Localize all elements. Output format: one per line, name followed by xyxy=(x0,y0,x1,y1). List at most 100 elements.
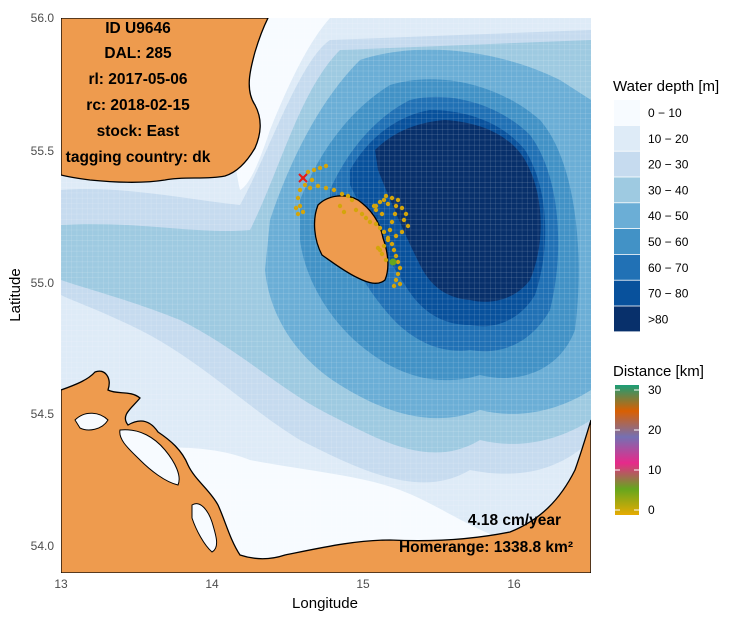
track-point xyxy=(293,205,299,211)
distance-colorbar-ticks xyxy=(615,389,639,511)
x-tick-14: 14 xyxy=(205,577,219,591)
track-point xyxy=(300,209,306,215)
release-marker-icon xyxy=(298,173,308,183)
depth-legend-key-1 xyxy=(614,125,640,151)
distance-tick-20: 20 xyxy=(648,423,662,437)
track-point xyxy=(307,185,313,191)
distance-tick-10: 10 xyxy=(648,463,662,477)
depth-legend: Water depth [m] 0 − 10 10 − 20 20 − 30 30 −… xyxy=(613,78,719,332)
distance-colorbar xyxy=(615,385,639,515)
y-tick-55: 55.0 xyxy=(31,276,55,290)
x-axis: 13 14 15 16 Longitude xyxy=(54,577,521,612)
fish-track xyxy=(293,163,411,289)
info-line-stock: stock: East xyxy=(97,123,180,140)
speed-text: 4.18 cm/year xyxy=(468,512,561,529)
y-axis: 56.0 55.5 55.0 54.5 54.0 Latitude xyxy=(7,11,54,553)
track-point xyxy=(395,197,401,203)
track-point xyxy=(305,169,311,175)
track-point xyxy=(391,247,397,253)
distance-tick-0: 0 xyxy=(648,503,655,517)
y-tick-54-5: 54.5 xyxy=(31,407,55,421)
x-tick-13: 13 xyxy=(54,577,68,591)
track-point xyxy=(373,207,379,213)
track-point xyxy=(311,167,317,173)
depth-legend-key-6 xyxy=(614,254,640,280)
track-point xyxy=(345,193,351,199)
track-point xyxy=(393,253,399,259)
depth-legend-label-5: 50 − 60 xyxy=(648,235,689,249)
depth-legend-label-0: 0 − 10 xyxy=(648,106,682,120)
track-point xyxy=(389,241,395,247)
track-point xyxy=(295,211,301,217)
track-point xyxy=(373,221,379,227)
track-point xyxy=(297,203,303,209)
depth-legend-key-7 xyxy=(614,280,640,306)
track-point xyxy=(377,199,383,205)
y-axis-title: Latitude xyxy=(7,268,24,321)
track-point xyxy=(373,203,379,209)
track-point xyxy=(309,177,315,183)
track-point xyxy=(379,251,385,257)
track-point xyxy=(295,195,301,201)
land-sweden xyxy=(61,18,269,183)
y-tick-55-5: 55.5 xyxy=(31,144,55,158)
track-point xyxy=(383,193,389,199)
track-point xyxy=(393,203,399,209)
homerange-text: Homerange: 1338.8 km² xyxy=(399,539,573,556)
track-point xyxy=(353,207,359,213)
track-point xyxy=(387,227,393,233)
distance-legend-title: Distance [km] xyxy=(613,363,704,380)
depth-legend-key-4 xyxy=(614,203,640,229)
track-point xyxy=(401,217,407,223)
depth-legend-label-6: 60 − 70 xyxy=(648,261,689,275)
track-point xyxy=(397,265,403,271)
info-line-id: ID U9646 xyxy=(105,20,171,37)
track-point xyxy=(381,243,387,249)
track-point xyxy=(395,259,401,265)
track-point xyxy=(385,237,391,243)
depth-over-80 xyxy=(375,120,541,302)
info-line-recapture-date: rc: 2018-02-15 xyxy=(86,97,190,114)
track-point xyxy=(341,209,347,215)
land-rugen-inlet xyxy=(119,429,180,486)
track-point xyxy=(391,283,397,289)
track-point xyxy=(393,233,399,239)
track-point xyxy=(349,197,355,203)
track-point xyxy=(389,219,395,225)
land-inner-lagoon xyxy=(191,503,218,553)
depth-legend-label-7: 70 − 80 xyxy=(648,287,689,301)
track-point xyxy=(377,225,383,231)
track-point xyxy=(323,185,329,191)
distance-legend: Distance [km] 30 20 10 0 xyxy=(613,363,704,517)
track-point xyxy=(297,187,303,193)
land-small-bay xyxy=(74,412,109,431)
depth-legend-label-1: 10 − 20 xyxy=(648,132,689,146)
x-tick-15: 15 xyxy=(356,577,370,591)
stats-block: 4.18 cm/year Homerange: 1338.8 km² xyxy=(399,512,573,556)
track-point xyxy=(389,195,395,201)
depth-legend-key-3 xyxy=(614,177,640,203)
track-point xyxy=(337,203,343,209)
x-axis-title: Longitude xyxy=(292,595,358,612)
depth-legend-key-2 xyxy=(614,151,640,177)
track-point xyxy=(379,211,385,217)
track-point xyxy=(393,277,399,283)
track-point xyxy=(363,215,369,221)
track-point xyxy=(403,211,409,217)
depth-legend-label-3: 30 − 40 xyxy=(648,183,689,197)
land-bornholm xyxy=(313,195,389,284)
track-point xyxy=(405,223,411,229)
depth-legend-label-2: 20 − 30 xyxy=(648,158,689,172)
recapture-marker-icon xyxy=(389,258,397,266)
info-block: ID U9646 DAL: 285 rl: 2017-05-06 rc: 201… xyxy=(66,20,211,166)
track-point xyxy=(377,247,383,253)
track-point xyxy=(392,211,398,217)
y-tick-56: 56.0 xyxy=(31,11,55,25)
info-line-release-date: rl: 2017-05-06 xyxy=(88,71,187,88)
depth-legend-label-8: >80 xyxy=(648,312,669,326)
depth-legend-key-5 xyxy=(614,229,640,254)
info-line-dal: DAL: 285 xyxy=(104,45,172,62)
depth-legend-key-8 xyxy=(614,306,640,332)
info-line-tagging-country: tagging country: dk xyxy=(66,149,211,166)
